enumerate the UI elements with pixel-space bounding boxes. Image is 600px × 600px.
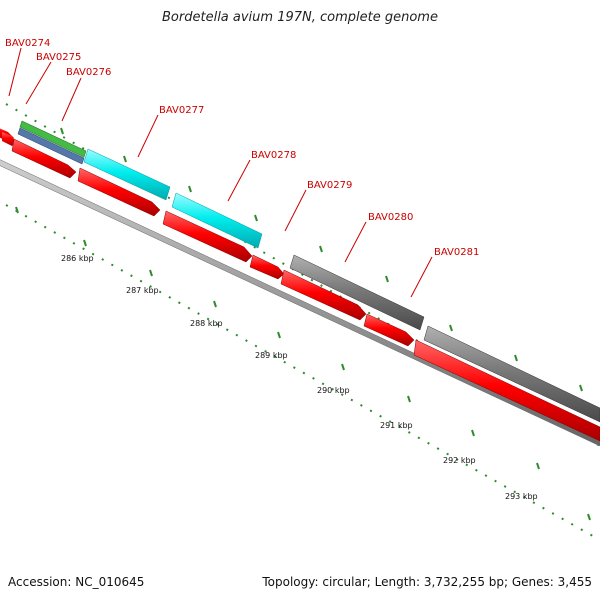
gene-bar-cyan[interactable]	[171, 192, 263, 249]
cds-arrow[interactable]	[2, 132, 16, 146]
cds-arrow[interactable]	[11, 138, 77, 179]
genome-summary-text: Topology: circular; Length: 3,732,255 bp…	[262, 575, 592, 589]
gene-label-bav0281[interactable]: BAV0281	[434, 247, 479, 258]
gene-bar-gray[interactable]	[423, 325, 600, 423]
ruler-label-290: 290 kbp	[317, 386, 350, 395]
cds-arrow[interactable]	[77, 167, 161, 217]
ruler-dots-upper	[5, 103, 600, 447]
gene-bar-green[interactable]	[19, 120, 87, 158]
ruler-label-287: 287 kbp	[126, 286, 159, 295]
cds-arrow[interactable]	[363, 313, 415, 347]
ruler-label-291: 291 kbp	[380, 421, 413, 430]
gene-label-bav0277[interactable]: BAV0277	[159, 105, 204, 116]
gene-label-bav0279[interactable]: BAV0279	[307, 180, 352, 191]
cds-arrow[interactable]	[413, 339, 600, 442]
cds-arrow[interactable]	[280, 269, 367, 321]
ruler-label-286: 286 kbp	[61, 254, 94, 263]
accession-text: Accession: NC_010645	[8, 575, 145, 589]
ruler-lower-ticks	[15, 206, 591, 521]
gene-label-bav0278[interactable]: BAV0278	[251, 150, 296, 161]
ruler-label-289: 289 kbp	[255, 351, 288, 360]
gene-label-bav0276[interactable]: BAV0276	[66, 67, 111, 78]
cds-arrow[interactable]	[249, 254, 285, 280]
gene-leader-lines	[8, 47, 433, 298]
cds-arrow[interactable]	[162, 210, 253, 263]
gene-label-bav0275[interactable]: BAV0275	[36, 52, 81, 63]
ruler-major-ticks	[60, 127, 583, 392]
gene-bar-steel-blue[interactable]	[17, 127, 85, 165]
genome-backbone	[0, 159, 600, 447]
gene-bar-cyan[interactable]	[83, 148, 171, 201]
ruler-label-292: 292 kbp	[443, 456, 476, 465]
gene-label-bav0280[interactable]: BAV0280	[368, 212, 413, 223]
gene-label-bav0274[interactable]: BAV0274	[5, 38, 50, 49]
gene-bar-gray[interactable]	[289, 254, 425, 331]
map-title: Bordetella avium 197N, complete genome	[162, 10, 438, 25]
ruler-label-293: 293 kbp	[505, 492, 538, 501]
ruler-label-288: 288 kbp	[190, 319, 223, 328]
